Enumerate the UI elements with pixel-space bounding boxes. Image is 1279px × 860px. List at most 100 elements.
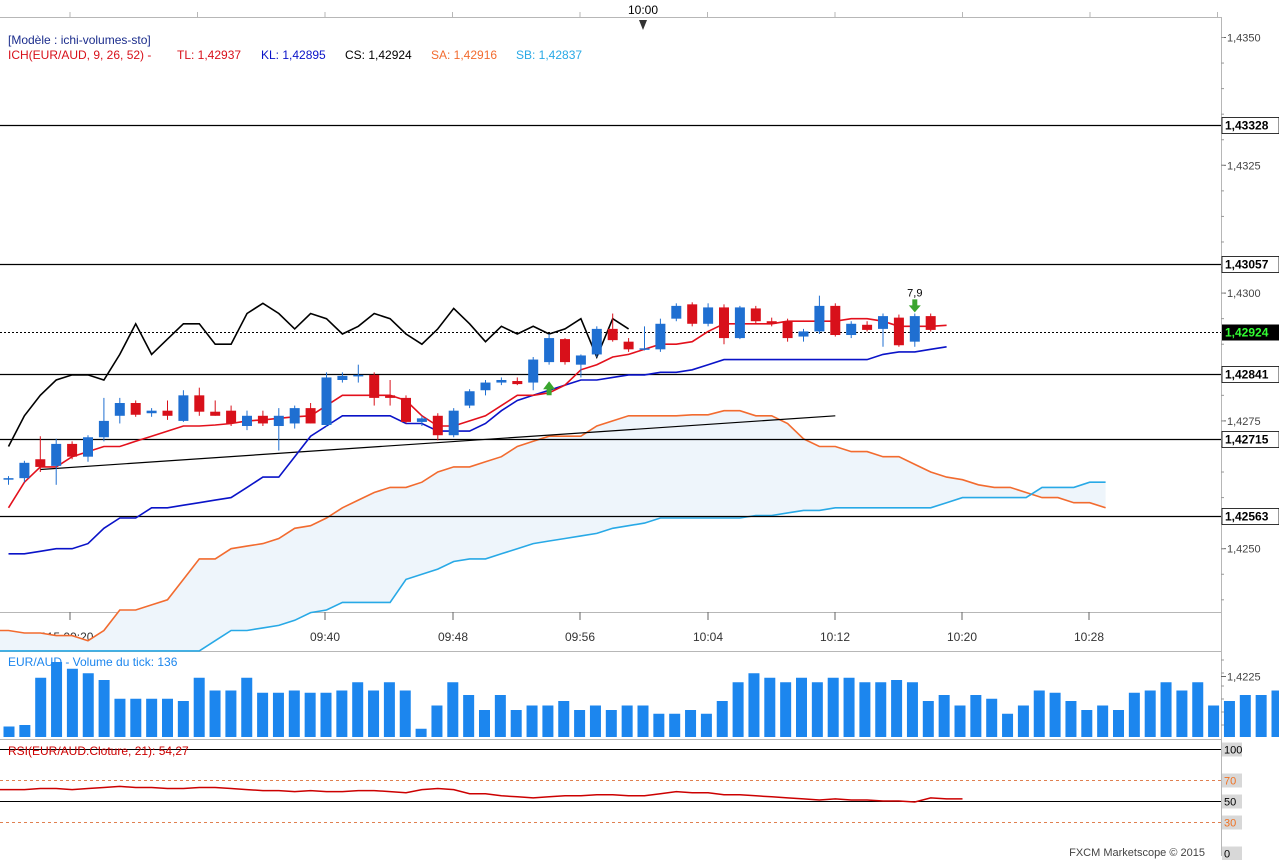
candle-body[interactable] xyxy=(925,316,936,330)
candle-body[interactable] xyxy=(416,418,427,422)
candle-body[interactable] xyxy=(909,316,920,342)
ichimoku-legend-item: TL: 1,42937 xyxy=(177,48,241,62)
candle-body[interactable] xyxy=(257,415,268,424)
candle-body[interactable] xyxy=(846,323,857,336)
candle-body[interactable] xyxy=(862,324,873,330)
candle-body[interactable] xyxy=(98,420,109,438)
candle-body[interactable] xyxy=(528,359,539,383)
candle-body[interactable] xyxy=(798,331,809,337)
candle-body[interactable] xyxy=(464,391,475,406)
candle-body[interactable] xyxy=(496,380,507,383)
candle-body[interactable] xyxy=(210,411,221,416)
candle-body[interactable] xyxy=(162,410,173,416)
candle-body[interactable] xyxy=(655,323,666,350)
candle-body[interactable] xyxy=(544,338,555,363)
chikou-span-line xyxy=(7,302,630,447)
volume-bar xyxy=(114,698,126,737)
candle-body[interactable] xyxy=(750,308,761,322)
x-tick-label: 09:40 xyxy=(310,630,340,644)
volume-bar xyxy=(542,705,554,737)
candle-body[interactable] xyxy=(226,410,237,424)
candle-body[interactable] xyxy=(814,305,825,332)
volume-bar xyxy=(1208,705,1220,737)
volume-bar xyxy=(796,677,807,737)
candle-body[interactable] xyxy=(51,443,62,466)
candle-body[interactable] xyxy=(480,382,491,391)
candle-body[interactable] xyxy=(321,377,332,425)
volume-bar xyxy=(241,677,253,737)
volume-bar xyxy=(320,692,332,737)
y-tick-label: 1,4300 xyxy=(1227,288,1261,300)
candle-body[interactable] xyxy=(35,459,46,467)
candle-body[interactable] xyxy=(67,443,78,457)
y-tick-label: 1,4250 xyxy=(1227,544,1261,556)
candle-body[interactable] xyxy=(369,374,380,398)
volume-bar xyxy=(653,713,665,737)
candle-body[interactable] xyxy=(766,321,777,324)
candle-body[interactable] xyxy=(575,355,586,365)
volume-bar xyxy=(732,682,744,737)
candle-body[interactable] xyxy=(401,397,411,422)
candle-body[interactable] xyxy=(671,305,682,319)
candle-body[interactable] xyxy=(114,403,125,416)
candle-body[interactable] xyxy=(146,410,157,414)
candle-body[interactable] xyxy=(878,316,888,329)
candle-body[interactable] xyxy=(734,307,745,339)
current-price-label: 1,42924 xyxy=(1225,326,1269,340)
candle-body[interactable] xyxy=(178,395,189,421)
volume-bar xyxy=(35,677,47,737)
volume-bar xyxy=(1223,701,1235,737)
candle-body[interactable] xyxy=(591,328,602,355)
ichimoku-legend-item: ICH(EUR/AUD, 9, 26, 52) - xyxy=(8,48,151,62)
volume-bar xyxy=(526,705,538,737)
volume-bar xyxy=(574,710,586,737)
volume-bar xyxy=(1271,690,1279,737)
senkou-span-b-line xyxy=(0,481,1106,652)
candle-body[interactable] xyxy=(830,305,841,336)
candle-body[interactable] xyxy=(83,437,93,457)
volume-bar xyxy=(66,668,78,737)
candle-body[interactable] xyxy=(19,462,30,479)
y-tick-label: 1,4350 xyxy=(1227,33,1261,45)
volume-bar xyxy=(954,705,966,737)
candle-body[interactable] xyxy=(639,348,650,350)
candle-body[interactable] xyxy=(289,408,300,424)
candle-body[interactable] xyxy=(687,304,698,324)
candle-body[interactable] xyxy=(893,317,904,346)
candle-body[interactable] xyxy=(703,307,714,324)
rsi-level-label: 30 xyxy=(1224,818,1236,830)
candle-body[interactable] xyxy=(242,415,252,427)
ichimoku-legend-item: SB: 1,42837 xyxy=(516,48,582,62)
candle-body[interactable] xyxy=(623,341,634,350)
volume-bar xyxy=(875,682,887,737)
volume-bar xyxy=(130,698,142,737)
candle-body[interactable] xyxy=(305,408,316,424)
candle-body[interactable] xyxy=(432,415,443,436)
volume-bar xyxy=(700,713,712,737)
candle-body[interactable] xyxy=(273,415,284,427)
candle-body[interactable] xyxy=(337,375,348,381)
candle-body[interactable] xyxy=(512,381,523,385)
volume-bar xyxy=(558,701,570,737)
level-label-box xyxy=(1221,117,1279,134)
volume-bar xyxy=(811,682,823,737)
volume-bar xyxy=(19,725,31,737)
volume-bar xyxy=(748,673,760,737)
level-label: 1,42841 xyxy=(1225,368,1269,382)
volume-bar xyxy=(463,695,475,737)
candle-body[interactable] xyxy=(353,374,364,377)
candle-body[interactable] xyxy=(719,307,729,339)
volume-bar xyxy=(304,692,316,737)
candle-body[interactable] xyxy=(130,403,141,415)
candle-body[interactable] xyxy=(448,410,459,436)
candle-body[interactable] xyxy=(607,328,618,341)
candle-body[interactable] xyxy=(782,321,793,339)
candle-body[interactable] xyxy=(385,395,396,398)
template-label: [Modèle : ichi-volumes-sto] xyxy=(8,33,151,47)
candle-body[interactable] xyxy=(3,478,14,480)
rsi-level-box xyxy=(1222,742,1242,757)
candle-body[interactable] xyxy=(560,339,570,363)
candle-body[interactable] xyxy=(194,395,205,412)
